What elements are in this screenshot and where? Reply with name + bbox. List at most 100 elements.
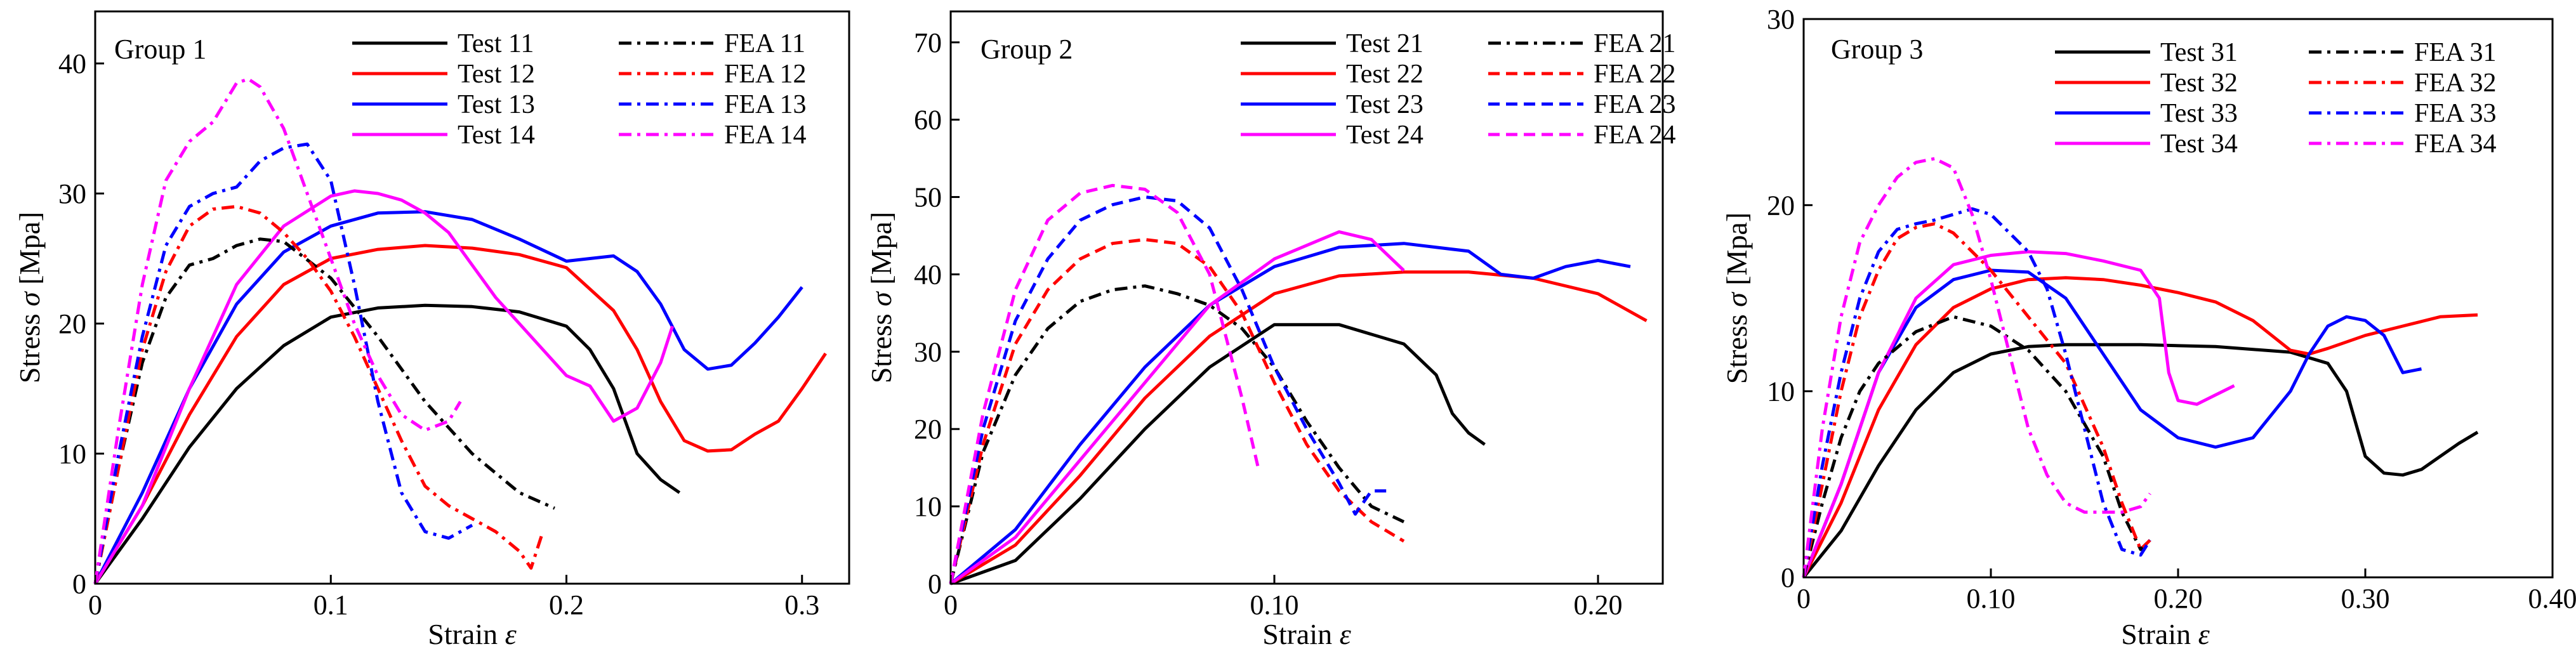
legend-label-fea-12: FEA 12 [724, 60, 807, 89]
y-tick-label: 0 [1781, 562, 1795, 593]
series-line-fea-12 [93, 205, 545, 584]
legend-label-test-12: Test 12 [458, 60, 535, 89]
series-line-test-33 [1802, 268, 2422, 578]
series-line-test-13 [93, 210, 803, 585]
y-tick-label: 30 [1767, 4, 1795, 35]
legend-label-test-34: Test 34 [2160, 129, 2238, 159]
legend-label-fea-24: FEA 24 [1594, 121, 1676, 150]
series-layer [1802, 157, 2479, 579]
legend-label-fea-32: FEA 32 [2414, 69, 2497, 98]
x-tick-label: 0.30 [2341, 583, 2390, 614]
legend-label-test-23: Test 23 [1346, 90, 1423, 119]
legend-label-fea-34: FEA 34 [2414, 129, 2497, 159]
legend-label-test-22: Test 22 [1346, 60, 1423, 89]
series-line-fea-23 [949, 195, 1388, 584]
y-tick-label: 40 [58, 48, 86, 79]
y-tick-label: 50 [914, 182, 942, 213]
legend-label-test-21: Test 21 [1346, 29, 1423, 58]
y-tick-label: 70 [914, 27, 942, 58]
legend-label-fea-23: FEA 23 [1594, 90, 1676, 119]
y-tick-label: 10 [58, 438, 86, 469]
y-axis-label: Stress σ [Mpa] [1721, 213, 1753, 384]
series-line-test-24 [949, 230, 1405, 586]
y-tick-label: 20 [1767, 190, 1795, 221]
x-tick-label: 0.40 [2528, 583, 2576, 614]
y-tick-label: 0 [928, 568, 942, 600]
legend-label-fea-13: FEA 13 [724, 90, 807, 119]
legend-label-test-24: Test 24 [1346, 121, 1423, 150]
y-tick-label: 10 [914, 491, 942, 522]
legend-label-fea-21: FEA 21 [1594, 29, 1676, 58]
y-tick-label: 30 [914, 336, 942, 367]
series-line-fea-21 [949, 284, 1405, 584]
plot-frame [949, 10, 1664, 585]
y-axis-label: Stress σ [Mpa] [13, 212, 46, 384]
tick-layer: 0 0.10 0.20 0 10 20 30 40 50 60 70 [914, 27, 1623, 620]
series-line-test-21 [950, 323, 1486, 586]
series-line-test-11 [93, 303, 681, 585]
series-line-test-22 [949, 270, 1648, 586]
legend-label-test-11: Test 11 [458, 29, 534, 58]
x-tick-label: 0.1 [314, 589, 348, 620]
x-tick-label: 0.20 [1574, 589, 1623, 620]
series-line-test-14 [93, 189, 674, 585]
legend-label-test-33: Test 33 [2160, 99, 2238, 128]
series-line-test-34 [1802, 250, 2235, 578]
y-tick-label: 10 [1767, 376, 1795, 407]
legend-label-fea-22: FEA 22 [1594, 60, 1676, 89]
y-tick-label: 60 [914, 105, 942, 136]
y-tick-label: 30 [58, 178, 86, 209]
y-tick-label: 40 [914, 259, 942, 290]
series-line-fea-34 [1802, 157, 2151, 578]
legend-label-fea-14: FEA 14 [724, 121, 807, 150]
chart-panel-group-3: 0 0.10 0.20 0.30 0.40 0 10 20 30 Group 3 Strain … [1721, 4, 2576, 650]
x-tick-label: 0.10 [1967, 583, 2016, 614]
chart-panel-group-2: 0 0.10 0.20 0 10 20 30 40 50 60 70 Group 2 Strain … [865, 10, 1676, 650]
legend-label-test-31: Test 31 [2160, 38, 2238, 67]
y-axis-label: Stress σ [Mpa] [865, 212, 897, 384]
x-tick-label: 0.2 [549, 589, 584, 620]
series-line-fea-22 [949, 238, 1405, 584]
x-tick-label: 0.10 [1250, 589, 1299, 620]
x-tick-label: 0 [88, 589, 102, 620]
y-tick-label: 20 [58, 308, 86, 339]
legend-label-fea-11: FEA 11 [724, 29, 805, 58]
y-tick-label: 0 [72, 568, 86, 600]
tick-layer: 0 0.1 0.2 0.3 0 10 20 30 40 [58, 48, 819, 620]
series-line-fea-24 [949, 183, 1260, 584]
series-line-fea-13 [93, 142, 473, 584]
legend-label-fea-33: FEA 33 [2414, 99, 2497, 128]
tick-layer: 0 0.10 0.20 0.30 0.40 0 10 20 30 [1767, 4, 2576, 614]
legend: Test 21 FEA 21 Test 22 FEA 22 Test 23 FEA 23 T… [1241, 29, 1676, 150]
x-axis-label: Strain ε [2121, 618, 2210, 650]
panel-title: Group 1 [114, 34, 206, 65]
plot-frame [94, 10, 850, 585]
y-tick-label: 20 [914, 414, 942, 445]
series-line-fea-33 [1802, 207, 2151, 578]
series-line-test-23 [949, 242, 1631, 585]
legend-label-test-32: Test 32 [2160, 69, 2238, 98]
x-axis-label: Strain ε [1262, 618, 1351, 650]
series-line-test-32 [1802, 276, 2478, 579]
panel-title: Group 3 [1831, 34, 1923, 65]
legend-label-fea-31: FEA 31 [2414, 38, 2497, 67]
series-layer [949, 183, 1648, 586]
x-tick-label: 0.20 [2154, 583, 2203, 614]
x-tick-label: 0.3 [784, 589, 819, 620]
chart-panel-group-1: 0 0.1 0.2 0.3 0 10 20 30 40 Group 1 Strain ε Str… [13, 10, 850, 650]
legend-label-test-14: Test 14 [458, 121, 535, 150]
x-axis-label: Strain ε [428, 618, 517, 650]
series-line-fea-14 [93, 77, 462, 584]
series-layer [93, 77, 827, 585]
x-tick-label: 0 [944, 589, 958, 620]
legend: Test 31 FEA 31 Test 32 FEA 32 Test 33 FEA 33 T… [2055, 38, 2497, 159]
panel-title: Group 2 [981, 34, 1073, 65]
series-line-fea-31 [1802, 315, 2151, 578]
series-line-test-31 [1802, 343, 2479, 579]
series-line-test-12 [93, 244, 827, 585]
legend-label-test-13: Test 13 [458, 90, 535, 119]
series-line-fea-11 [93, 237, 555, 584]
series-line-fea-32 [1802, 222, 2151, 578]
x-tick-label: 0 [1797, 583, 1811, 614]
